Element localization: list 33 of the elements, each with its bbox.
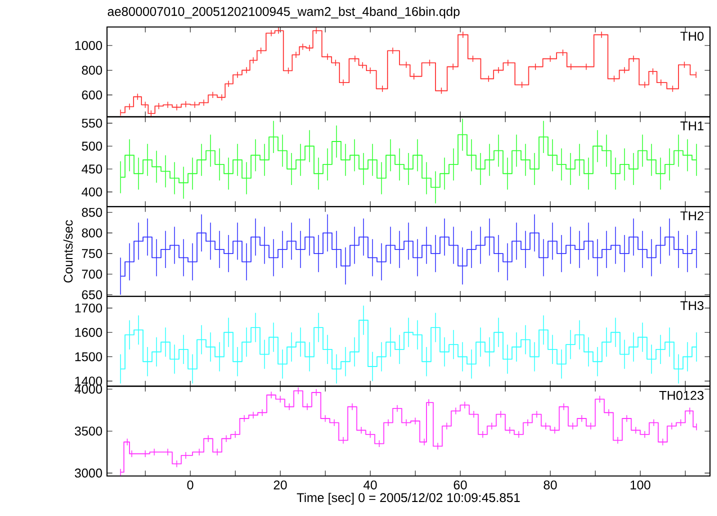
- series-label: TH0: [680, 32, 704, 41]
- x-tick-label: 0: [187, 480, 194, 490]
- y-tick-label: 500: [82, 142, 102, 151]
- y-tick-label: 750: [82, 249, 102, 258]
- y-tick-label: 550: [82, 118, 102, 128]
- y-tick-label: 850: [82, 208, 102, 217]
- y-tick-label: 1600: [75, 328, 102, 337]
- x-tick-label: 40: [364, 480, 377, 490]
- y-tick-label: 800: [82, 228, 102, 238]
- y-tick-label: 600: [82, 90, 102, 100]
- y-tick-label: 1400: [75, 376, 102, 386]
- series-label: TH1: [680, 122, 704, 130]
- y-tick-label: 1700: [75, 304, 102, 313]
- chart-title: ae800007010_20051202100945_wam2_bst_4band_16bin.qdp: [108, 6, 460, 19]
- y-tick-label: 450: [82, 164, 102, 174]
- series-label: TH0123: [659, 390, 704, 400]
- x-axis-title: Time [sec] 0 = 2005/12/02 10:09:45.851: [296, 492, 520, 505]
- x-tick-label: 80: [544, 480, 557, 490]
- x-tick-label: 60: [454, 480, 467, 490]
- y-tick-label: 1000: [75, 41, 102, 50]
- text: TH3: [680, 301, 704, 310]
- x-tick-label: 100: [630, 480, 650, 490]
- y-tick-label: 3000: [74, 468, 102, 478]
- x-tick-label: 20: [274, 480, 287, 490]
- y-tick-label: 400: [82, 187, 102, 196]
- y-tick-label: 3500: [74, 426, 102, 436]
- y-axis-title: Counts/sec: [63, 220, 73, 283]
- y-tick-label: 700: [82, 270, 102, 279]
- y-tick-label: 650: [82, 290, 102, 300]
- y-tick-label: 4000: [74, 384, 102, 394]
- series-label: TH2: [680, 211, 704, 220]
- y-tick-label: 800: [82, 66, 102, 75]
- y-tick-label: 1500: [75, 352, 102, 362]
